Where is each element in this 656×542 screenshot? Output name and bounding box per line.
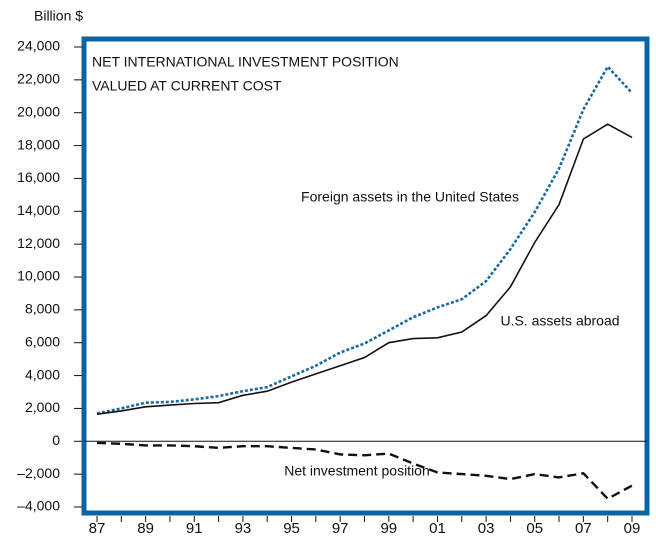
y-tick-label: 2,000 xyxy=(25,399,60,415)
chart-title: NET INTERNATIONAL INVESTMENT POSITION xyxy=(92,54,399,70)
x-tick-label: 99 xyxy=(380,520,397,537)
y-tick-label: –4,000 xyxy=(17,498,60,514)
x-tick-label: 03 xyxy=(478,520,495,537)
series-label: U.S. assets abroad xyxy=(500,313,619,329)
y-tick-label: 22,000 xyxy=(17,71,60,87)
y-tick-label: 14,000 xyxy=(17,202,60,218)
y-tick-label: 6,000 xyxy=(25,333,60,349)
series-line xyxy=(96,123,633,415)
x-tick-label: 09 xyxy=(624,520,641,537)
x-tick-label: 07 xyxy=(575,520,592,537)
y-tick-label: 18,000 xyxy=(17,136,60,152)
series-line xyxy=(96,64,633,415)
y-tick-label: 4,000 xyxy=(25,366,60,382)
series-label: Foreign assets in the United States xyxy=(301,189,519,205)
plot-frame xyxy=(81,36,650,516)
y-tick-label: 24,000 xyxy=(17,38,60,54)
y-tick-label: 16,000 xyxy=(17,169,60,185)
x-tick-label: 91 xyxy=(186,520,203,537)
x-tick-label: 93 xyxy=(235,520,252,537)
y-tick-label: 12,000 xyxy=(17,235,60,251)
x-tick-label: 05 xyxy=(526,520,543,537)
x-tick-label: 95 xyxy=(283,520,300,537)
y-tick-label: 20,000 xyxy=(17,103,60,119)
x-tick-label: 89 xyxy=(137,520,154,537)
series-line xyxy=(96,441,633,501)
x-tick-label: 97 xyxy=(332,520,349,537)
y-tick-label: 0 xyxy=(52,432,60,448)
x-tick-label: 87 xyxy=(89,520,106,537)
series-label: Net investment position xyxy=(284,463,430,479)
y-tick-label: 10,000 xyxy=(17,268,60,284)
chart-subtitle: VALUED AT CURRENT COST xyxy=(92,78,282,94)
y-axis-label: Billion $ xyxy=(34,8,83,24)
y-tick-label: 8,000 xyxy=(25,301,60,317)
y-tick-label: –2,000 xyxy=(17,465,60,481)
x-tick-label: 01 xyxy=(429,520,446,537)
